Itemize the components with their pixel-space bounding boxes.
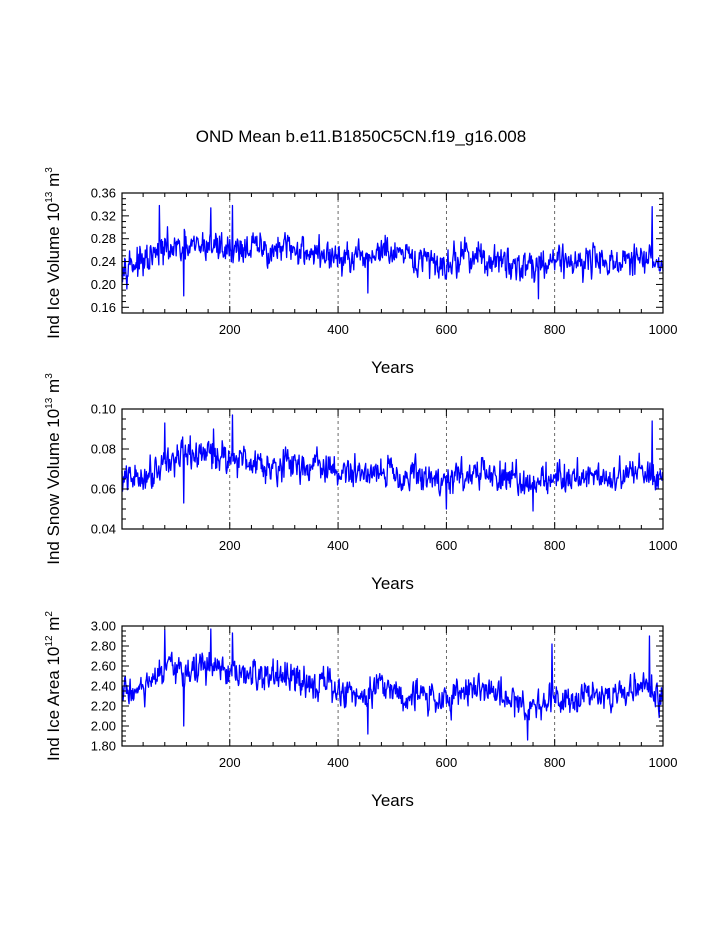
- y-axis-label-unit-exp: 3: [44, 373, 55, 379]
- x-axis-label: Years: [371, 358, 414, 377]
- y-axis-label-exp: 13: [44, 397, 55, 409]
- y-tick-label: 0.16: [91, 300, 116, 315]
- y-axis-label: Ind Snow Volume 1013 m3: [44, 373, 63, 565]
- y-axis-label: Ind Ice Volume 1013 m3: [44, 167, 63, 339]
- y-tick-label: 2.60: [91, 659, 116, 674]
- x-axis-label: Years: [371, 574, 414, 593]
- y-tick-label: 0.04: [91, 522, 116, 537]
- x-tick-label: 800: [544, 322, 566, 337]
- plot-frame: [121, 192, 664, 314]
- chart-panel-3: 200 400 600 800 1000 1.80 2.00 2.20 2.40 2.60 2.80…: [44, 611, 677, 810]
- x-tick-label: 1000: [649, 755, 678, 770]
- series-line: [121, 204, 664, 300]
- x-tick-label: 200: [219, 538, 241, 553]
- y-tick-label: 0.24: [91, 254, 116, 269]
- y-axis-label: Ind Ice Area 1012 m2: [44, 611, 63, 761]
- x-tick-label: 600: [436, 755, 458, 770]
- y-tick-label: 0.32: [91, 208, 116, 223]
- x-tick-label: 200: [219, 322, 241, 337]
- x-axis-label: Years: [371, 791, 414, 810]
- y-tick-label: 0.08: [91, 442, 116, 457]
- chart-panel-1: 200 400 600 800 1000 0.16 0.20 0.24 0.28 0.32 0.36…: [44, 167, 677, 377]
- y-tick-label: 2.00: [91, 719, 116, 734]
- y-tick-label: 2.20: [91, 699, 116, 714]
- y-axis-label-prefix: Ind Snow Volume 10: [44, 409, 63, 565]
- x-tick-label: 400: [327, 322, 349, 337]
- y-axis-label-prefix: Ind Ice Area 10: [44, 647, 63, 761]
- y-tick-label: 1.80: [91, 739, 116, 754]
- x-tick-label: 400: [327, 755, 349, 770]
- y-tick-label: 0.28: [91, 231, 116, 246]
- x-tick-label: 1000: [649, 322, 678, 337]
- x-tick-label: 400: [327, 538, 349, 553]
- y-axis-label-prefix: Ind Ice Volume 10: [44, 203, 63, 339]
- panels: 200 400 600 800 1000 0.16 0.20 0.24 0.28 0.32 0.36…: [44, 167, 677, 810]
- y-tick-label: 0.36: [91, 186, 116, 201]
- x-tick-label: 1000: [649, 538, 678, 553]
- y-tick-label: 0.20: [91, 277, 116, 292]
- y-tick-label: 2.80: [91, 639, 116, 654]
- x-tick-label: 800: [544, 755, 566, 770]
- y-tick-label: 0.10: [91, 402, 116, 417]
- y-axis-label-exp: 12: [44, 635, 55, 647]
- y-axis-label-unit: m: [44, 617, 63, 636]
- y-axis-label-unit-exp: 3: [44, 167, 55, 173]
- x-tick-label: 200: [219, 755, 241, 770]
- y-tick-label: 0.06: [91, 482, 116, 497]
- y-axis-label-unit: m: [44, 173, 63, 192]
- x-tick-label: 800: [544, 538, 566, 553]
- y-tick-label: 3.00: [91, 619, 116, 634]
- series-line: [121, 628, 664, 741]
- series-line: [121, 414, 664, 512]
- y-tick-label: 2.40: [91, 679, 116, 694]
- chart-panel-2: 200 400 600 800 1000 0.04 0.06 0.08 0.10 Years Ind…: [44, 373, 677, 593]
- y-axis-label-unit-exp: 2: [44, 611, 55, 617]
- y-axis-label-unit: m: [44, 379, 63, 398]
- y-axis-label-exp: 13: [44, 191, 55, 203]
- chart-title: OND Mean b.e11.B1850C5CN.f19_g16.008: [196, 127, 526, 146]
- x-tick-label: 600: [436, 322, 458, 337]
- x-tick-label: 600: [436, 538, 458, 553]
